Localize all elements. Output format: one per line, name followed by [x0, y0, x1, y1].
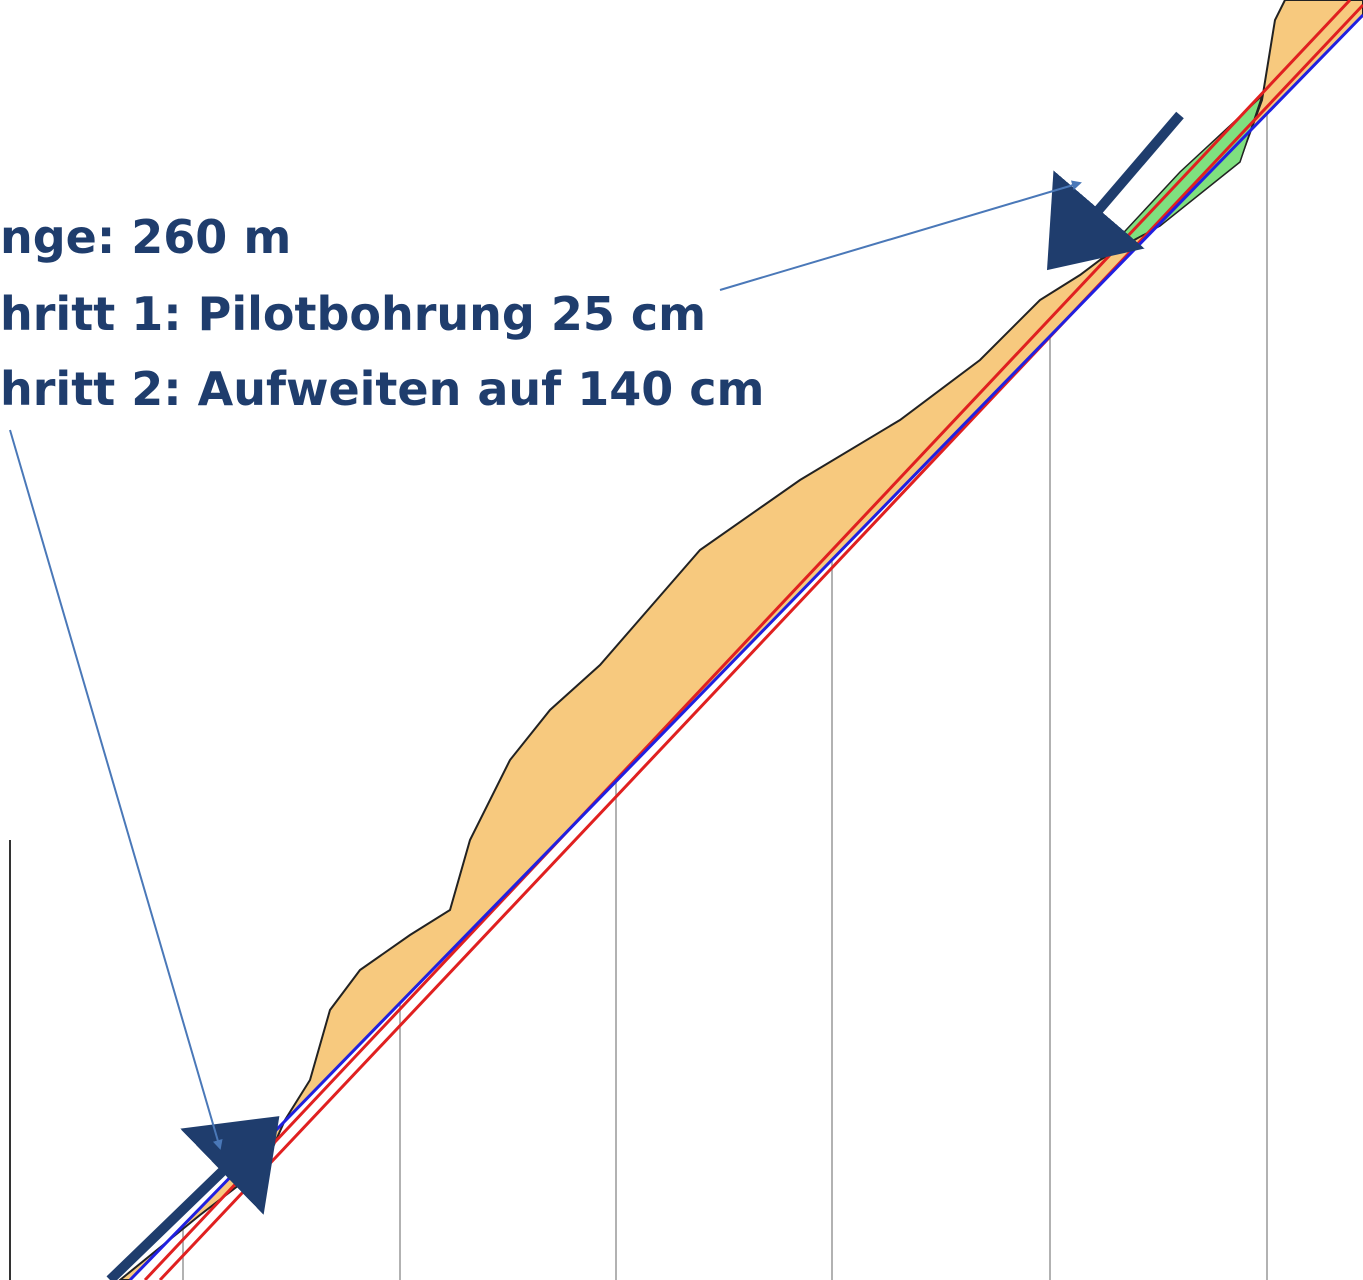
- label: nge: 260 m: [0, 210, 291, 264]
- pointer-arrow: [719, 180, 1082, 291]
- pipe-line-lower: [158, 3, 1363, 1280]
- bore-line: [128, 13, 1363, 1280]
- arrow-entry: [106, 1116, 280, 1280]
- pipe-line-upper: [143, 0, 1352, 1280]
- pointer-arrow: [9, 429, 223, 1150]
- terrain: [118, 0, 1363, 1280]
- arrow-exit: [1046, 111, 1184, 271]
- label: hritt 2: Aufweiten auf 140 cm: [0, 362, 764, 416]
- label: hritt 1: Pilotbohrung 25 cm: [0, 287, 706, 341]
- grid-lines: [182, 113, 1268, 1280]
